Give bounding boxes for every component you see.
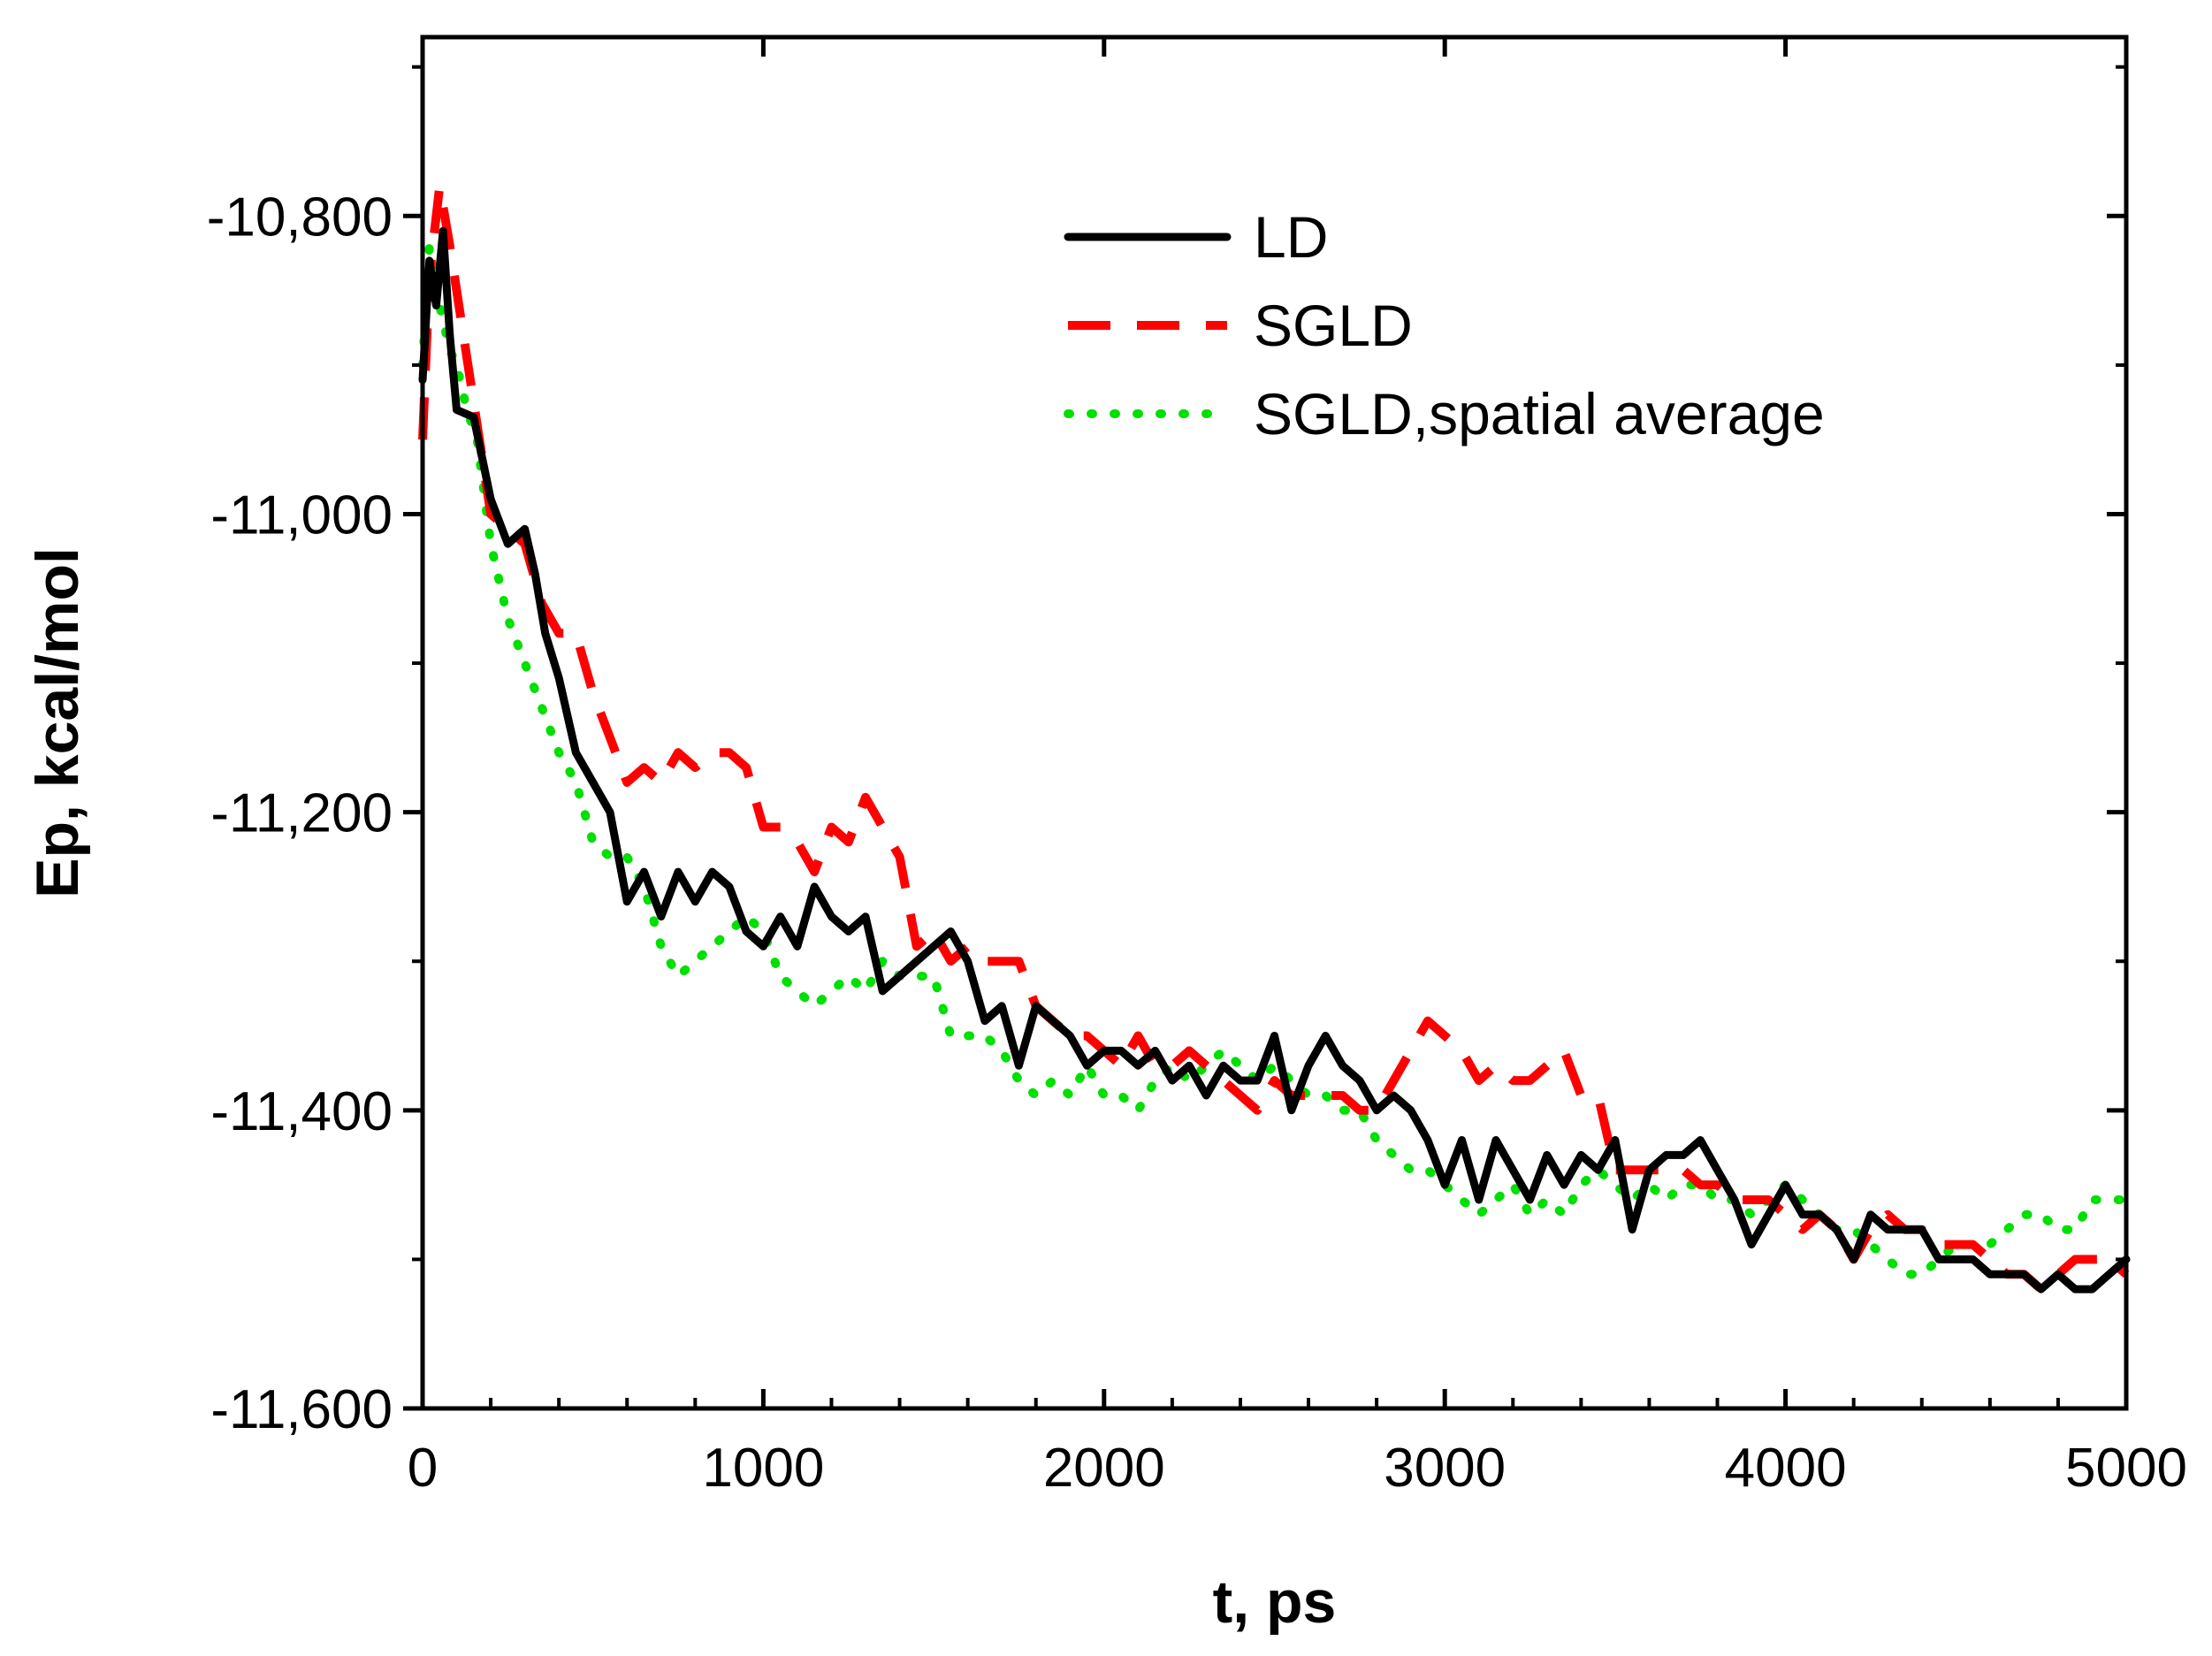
- y-tick-label: -10,800: [207, 187, 393, 248]
- axis-ticks: [403, 37, 2129, 1411]
- legend-label: SGLD,spatial average: [1254, 381, 1825, 446]
- legend-label: SGLD: [1254, 293, 1413, 358]
- y-tick-label: -11,600: [210, 1379, 393, 1440]
- y-axis-title: Ep, kcal/mol: [24, 547, 91, 898]
- series-layer: [418, 181, 2131, 1294]
- x-tick-label: 5000: [2065, 1438, 2187, 1499]
- legend: LD SGLD SGLD,spatial average: [1064, 204, 1825, 446]
- x-tick-label: 3000: [1384, 1438, 1506, 1499]
- x-tick-label: 0: [408, 1438, 438, 1499]
- tick-labels: 0 1000 2000 3000 4000 5000 -11,600 -11,400 -11,2…: [207, 187, 2187, 1499]
- plot-frame: [420, 34, 2129, 1411]
- y-tick-label: -11,000: [210, 485, 393, 546]
- x-tick-label: 1000: [702, 1438, 824, 1499]
- x-axis-title: t, ps: [1213, 1568, 1337, 1636]
- x-tick-label: 4000: [1725, 1438, 1847, 1499]
- x-tick-label: 2000: [1043, 1438, 1165, 1499]
- y-tick-label: -11,200: [210, 783, 393, 844]
- series-line-sgld: [418, 181, 2130, 1294]
- legend-label: LD: [1254, 204, 1328, 270]
- series-line-ld: [418, 226, 2131, 1294]
- y-tick-label: -11,400: [210, 1081, 393, 1142]
